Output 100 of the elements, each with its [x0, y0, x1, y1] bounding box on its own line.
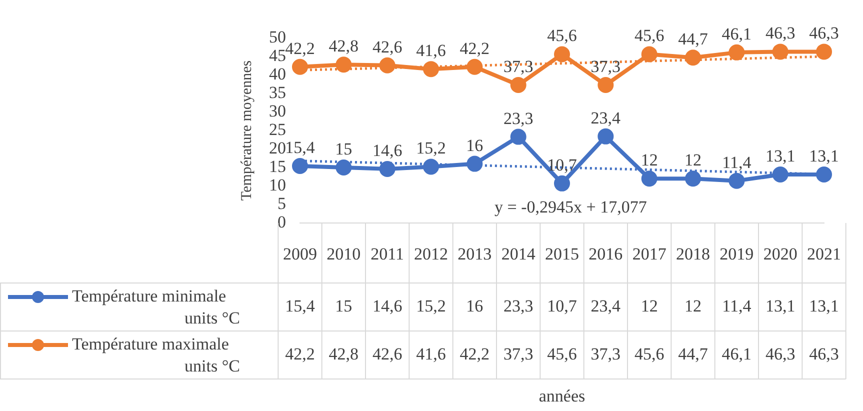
text: 37,3 [590, 56, 621, 76]
y-tick-label: 15 [269, 156, 286, 176]
data-label: 46,3 [765, 344, 796, 364]
text: 15 [335, 139, 352, 158]
point [685, 50, 701, 66]
data-label: 42,2 [285, 344, 315, 364]
data-label: 42,8 [328, 344, 359, 364]
point [336, 160, 352, 176]
x-tick-label: 2011 [370, 244, 404, 264]
data-label: 10,7 [547, 296, 578, 316]
data-label: 41,6 [416, 344, 446, 364]
point [336, 56, 352, 73]
point [510, 76, 526, 93]
y-tick-label: 50 [269, 27, 286, 46]
y-tick-label: 40 [269, 64, 286, 84]
point [641, 46, 658, 62]
point [816, 166, 832, 183]
y-tick-label: 30 [269, 101, 286, 120]
data-label: 46,3 [809, 344, 839, 364]
legend-label: Température minimale units °C [72, 286, 240, 328]
text: 15,4 [285, 138, 315, 157]
point [554, 46, 570, 62]
data-label: 42,6 [372, 344, 402, 364]
point [598, 128, 614, 144]
y-tick-label: 45 [269, 46, 286, 65]
data-label: 11,4 [722, 296, 752, 316]
point [598, 76, 614, 93]
x-tick-label: 2010 [326, 244, 361, 264]
point [423, 158, 439, 175]
data-label: 45,6 [547, 344, 577, 364]
annotation: y = -0,2945x + 17,077 [494, 198, 648, 217]
text: années [538, 386, 586, 406]
data-label: 12 [684, 296, 702, 316]
x-tick-label: 2016 [588, 244, 623, 264]
text: 23,4 [590, 108, 621, 128]
x-tick-label: 2014 [501, 244, 536, 264]
data-label: 45,6 [634, 344, 664, 364]
y-tick-label: 20 [269, 138, 286, 158]
text: 12 [684, 150, 702, 170]
point [816, 44, 832, 60]
text: 12 [640, 150, 658, 170]
data-label: 15 [335, 296, 352, 316]
text: 10,7 [547, 155, 577, 174]
text: 44,7 [678, 30, 708, 49]
x-tick-label: 2020 [763, 244, 798, 264]
data-label: 14,6 [372, 296, 402, 316]
data-label: 37,3 [590, 344, 621, 364]
text: 45,6 [547, 26, 577, 46]
x-tick-label: 2017 [632, 244, 667, 264]
y-tick-label: 10 [269, 175, 286, 194]
text: 14,6 [372, 140, 402, 160]
data-label: 16 [466, 296, 484, 316]
text: 41,6 [416, 41, 446, 60]
data-label: 13,1 [809, 296, 839, 316]
x-tick-label: 2012 [414, 244, 448, 264]
point [728, 44, 745, 60]
point [772, 166, 788, 183]
point [379, 160, 396, 177]
text: 16 [466, 136, 484, 155]
point [423, 61, 439, 78]
x-tick-label: 2009 [283, 244, 317, 264]
point [728, 172, 745, 189]
y-tick-label: 0 [278, 212, 286, 232]
x-tick-label: 2015 [545, 244, 579, 264]
y-axis-title: Température moyennes [238, 60, 255, 201]
data-label: 46,1 [722, 344, 752, 364]
text: 37,3 [503, 56, 534, 76]
x-tick-label: 2021 [807, 244, 841, 264]
legend-label: Température maximale units °C [72, 334, 240, 376]
text: 46,3 [809, 24, 839, 43]
data-label: 23,3 [503, 296, 534, 316]
y-tick-label: 35 [269, 82, 286, 102]
data-label: 42,2 [460, 344, 490, 364]
point [379, 57, 396, 74]
point [554, 175, 570, 192]
text: 11,4 [722, 152, 752, 172]
data-label: 15,4 [285, 296, 316, 316]
x-tick-label: 2013 [458, 244, 492, 264]
y-tick-label: 25 [269, 120, 286, 139]
point [510, 128, 526, 145]
data-label: 15,2 [416, 296, 446, 316]
text: 45,6 [634, 26, 664, 46]
text: 15,2 [416, 138, 446, 158]
point [292, 58, 308, 75]
text: 42,6 [372, 37, 402, 56]
text: 13,1 [765, 146, 796, 166]
text: 46,3 [765, 24, 796, 43]
data-label: 13,1 [765, 296, 796, 316]
x-tick-label: 2018 [676, 244, 710, 264]
point [292, 158, 308, 174]
text: 13,1 [809, 146, 839, 166]
text: 42,2 [460, 38, 490, 58]
x-tick-label: 2019 [720, 244, 754, 264]
text: 46,1 [722, 24, 752, 44]
point [641, 170, 658, 187]
point [466, 156, 483, 172]
text: 42,8 [328, 36, 359, 56]
data-label: 44,7 [678, 344, 708, 364]
point [772, 44, 788, 60]
data-label: 37,3 [503, 344, 534, 364]
